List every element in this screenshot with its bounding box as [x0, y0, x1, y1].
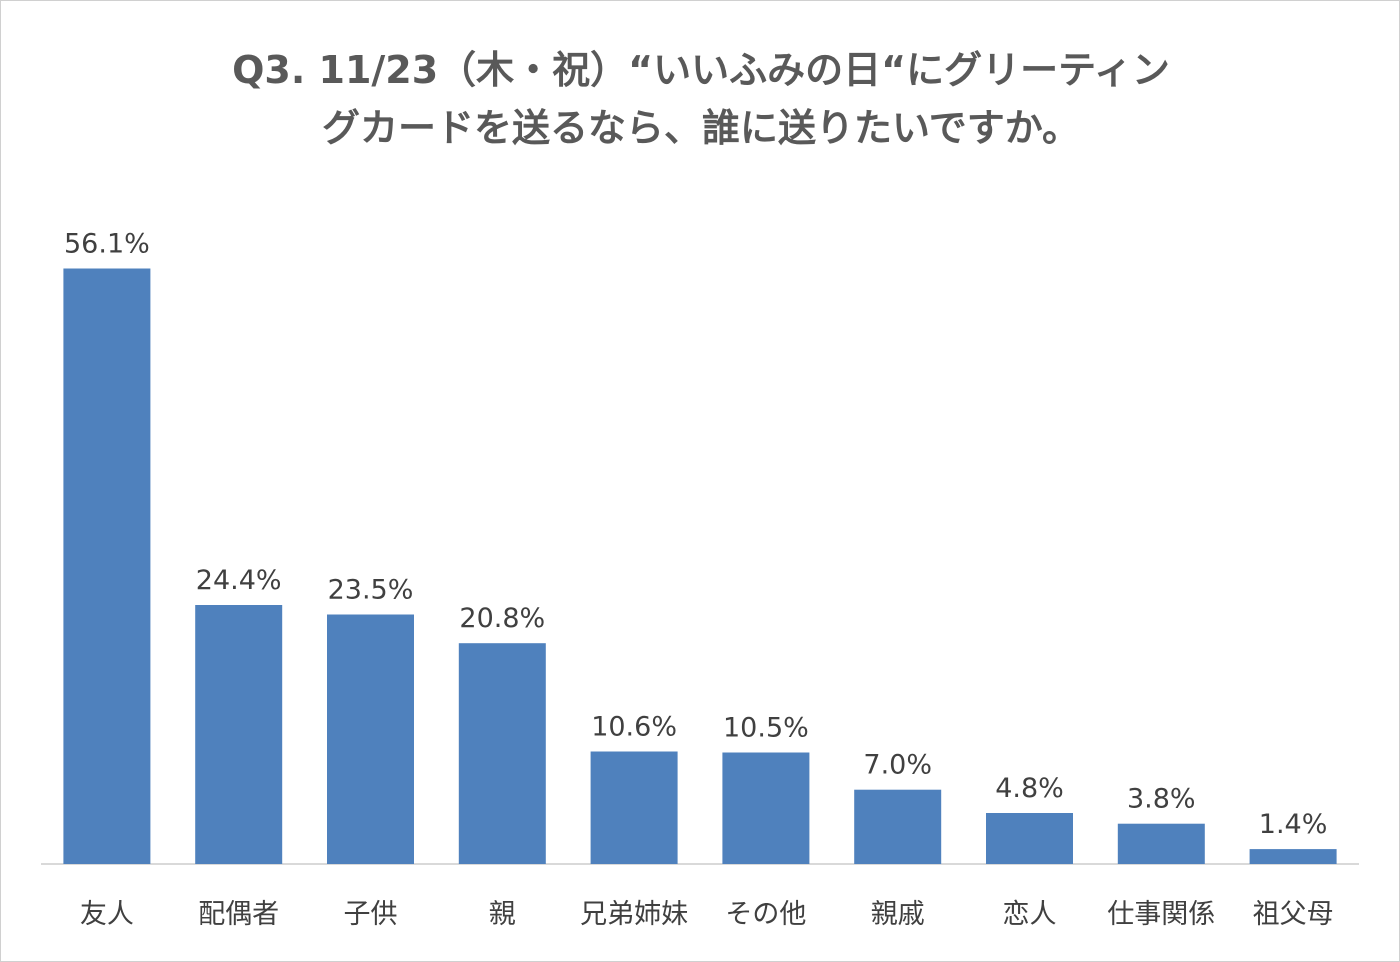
bar [986, 813, 1073, 864]
x-tick-label: 親 [489, 899, 516, 930]
bar-value-label: 56.1% [64, 229, 150, 260]
chart-title-line-1: Q3. 11/23（木・祝）“いいふみの日“にグリーティン [232, 48, 1170, 92]
bar [458, 643, 546, 864]
bar [195, 605, 283, 864]
bar [854, 789, 942, 864]
bar-value-label: 7.0% [863, 750, 932, 781]
bar [327, 614, 414, 864]
x-tick-label: 子供 [344, 899, 398, 930]
chart-title: Q3. 11/23（木・祝）“いいふみの日“にグリーティン グカードを送るなら、… [61, 41, 1341, 157]
x-tick-label: 恋人 [1003, 899, 1057, 930]
bar-value-label: 23.5% [328, 575, 414, 606]
x-tick-label: 友人 [80, 899, 134, 930]
bar-value-label: 1.4% [1259, 809, 1328, 840]
x-tick-label: 配偶者 [198, 899, 279, 930]
x-tick-label: 兄弟姉妹 [580, 899, 688, 930]
bar-value-label: 24.4% [196, 565, 282, 596]
bar [722, 752, 810, 864]
x-tick-label: 仕事関係 [1107, 899, 1215, 930]
bar [590, 751, 678, 864]
bar-value-label: 10.6% [591, 712, 677, 743]
bar [63, 268, 151, 864]
bar-value-label: 4.8% [995, 773, 1064, 804]
bar [1249, 849, 1337, 864]
bar-value-label: 10.5% [723, 713, 809, 744]
x-tick-label: その他 [725, 899, 806, 930]
x-tick-label: 親戚 [871, 899, 925, 930]
bar-value-label: 20.8% [459, 603, 545, 634]
x-tick-label: 祖父母 [1253, 899, 1334, 930]
chart-title-line-2: グカードを送るなら、誰に送りたいですか。 [321, 106, 1081, 150]
bar [1117, 823, 1205, 864]
bar-value-label: 3.8% [1127, 784, 1196, 815]
